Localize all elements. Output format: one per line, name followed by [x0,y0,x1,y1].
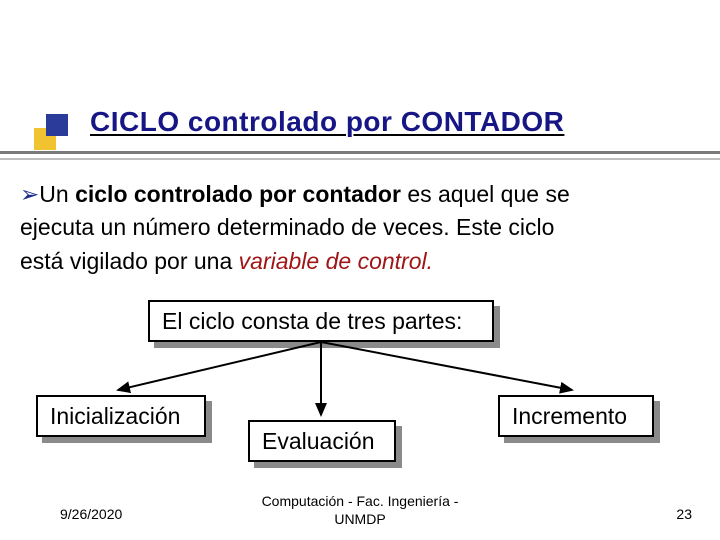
body-line1-bold: ciclo controlado por contador [75,181,401,207]
body-line3-lead: está vigilado por una [20,248,239,274]
box-top-label: El ciclo consta de tres partes: [162,308,462,334]
arrow-right [321,342,572,390]
box-mid-label: Evaluación [262,428,375,454]
body-paragraph: ➢Un ciclo controlado por contador es aqu… [20,178,700,278]
box-mid-wrap: Evaluación [248,420,396,462]
footer-center-line2: UNMDP [334,511,385,527]
box-right-wrap: Incremento [498,395,654,437]
box-left-label: Inicialización [50,403,180,429]
body-line1-prefix: Un [39,181,75,207]
body-line3-italic: variable de control. [239,248,433,274]
arrow-left [118,342,321,390]
divider-top [0,151,720,154]
box-top: El ciclo consta de tres partes: [148,300,494,342]
box-left-wrap: Inicialización [36,395,206,437]
bullet-icon: ➢ [20,181,39,207]
title-part-2: por CONTADOR [338,106,565,137]
body-line2: ejecuta un número determinado de veces. … [20,214,554,240]
footer-center: Computación - Fac. Ingeniería - UNMDP [0,493,720,528]
header-decoration-icon [34,112,70,148]
box-right-label: Incremento [512,403,627,429]
box-left: Inicialización [36,395,206,437]
box-right: Incremento [498,395,654,437]
square-blue-icon [46,114,68,136]
box-mid: Evaluación [248,420,396,462]
box-top-wrap: El ciclo consta de tres partes: [148,300,494,342]
slide-title: CICLO controlado por CONTADOR [90,106,564,138]
footer-center-line1: Computación - Fac. Ingeniería - [262,493,459,509]
footer-page-number: 23 [676,506,692,522]
divider-bottom [0,158,720,160]
body-line1-rest: es aquel que se [401,181,570,207]
title-part-1: CICLO controlado [90,106,338,137]
